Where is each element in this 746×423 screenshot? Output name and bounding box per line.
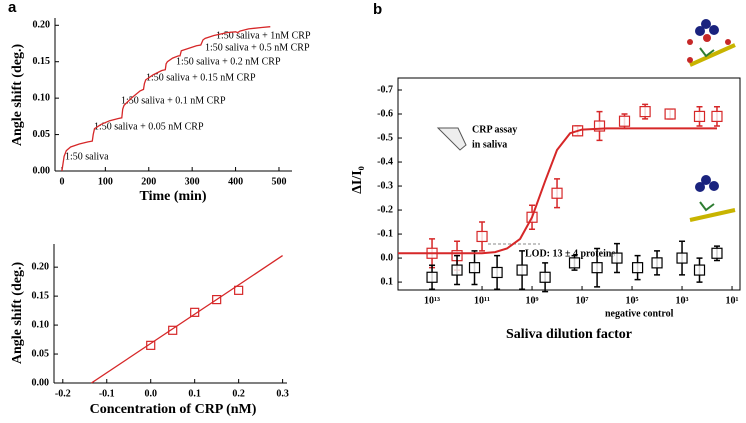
data-point xyxy=(693,110,706,123)
panel-label: a xyxy=(8,0,17,16)
data-point xyxy=(651,257,663,269)
y-tick-label: -0.7 xyxy=(377,84,393,95)
antibody-icon xyxy=(687,19,736,67)
data-point xyxy=(476,230,488,243)
annotation: LOD: 13 ± 4 proteins xyxy=(525,248,615,259)
y-tick-label: 0.15 xyxy=(32,290,50,301)
data-line xyxy=(398,127,717,255)
y-tick-label: 0.20 xyxy=(33,20,51,31)
y-tick-label: 0.10 xyxy=(33,92,51,103)
y-tick-label: 0.0 xyxy=(381,252,394,263)
data-point xyxy=(491,266,503,279)
y-tick-label: 0.00 xyxy=(32,377,50,388)
data-point xyxy=(190,307,200,317)
data-point xyxy=(451,264,463,276)
data-point xyxy=(516,264,528,276)
x-tick-label: 10¹³ xyxy=(424,295,440,306)
data-point xyxy=(539,271,551,283)
x-tick-label: 100 xyxy=(98,176,113,187)
data-point xyxy=(611,252,623,264)
y-tick-label: -0.1 xyxy=(377,228,393,239)
x-tick-label: -0.2 xyxy=(55,388,71,399)
annotation: CRP assay xyxy=(472,124,517,135)
x-tick-label: 400 xyxy=(228,176,243,187)
annotation: 1:50 saliva + 1nM CRP xyxy=(216,30,311,41)
x-tick-label: 10⁹ xyxy=(526,295,539,306)
x-tick-label: 0.0 xyxy=(144,388,157,399)
x-axis-title: Saliva dilution factor xyxy=(506,327,632,342)
data-point xyxy=(711,110,723,123)
y-tick-label: 0.20 xyxy=(32,261,50,272)
x-tick-label: 10¹¹ xyxy=(474,295,490,306)
x-tick-label: 500 xyxy=(271,176,286,187)
tube-icon xyxy=(436,127,467,151)
x-tick-label: 0.2 xyxy=(232,388,245,399)
y-tick-label: -0.2 xyxy=(377,204,393,215)
data-point xyxy=(664,108,676,120)
annotation: negative control xyxy=(605,308,674,319)
annotation: 1:50 saliva + 0.05 nM CRP xyxy=(94,121,204,132)
y-axis-title: Angle shift (deg.) xyxy=(10,262,25,365)
x-axis-title: Concentration of CRP (nM) xyxy=(90,402,257,417)
x-axis-title: Time (min) xyxy=(139,189,206,204)
y-tick-label: -0.4 xyxy=(377,156,393,167)
x-tick-label: 0 xyxy=(59,176,64,187)
data-point xyxy=(234,285,244,295)
y-tick-label: 0.10 xyxy=(32,319,50,330)
y-tick-label: -0.3 xyxy=(377,180,393,191)
data-point xyxy=(146,340,156,350)
data-point xyxy=(711,247,723,259)
annotation: 1:50 saliva + 0.15 nM CRP xyxy=(146,72,256,83)
x-tick-label: 10¹ xyxy=(726,295,739,306)
data-point xyxy=(591,262,603,274)
annotation: in saliva xyxy=(472,139,507,150)
data-point xyxy=(468,262,481,274)
x-tick-label: -0.1 xyxy=(99,388,115,399)
y-tick-label: -0.6 xyxy=(377,108,393,119)
data-point xyxy=(639,106,651,118)
x-tick-label: 0.1 xyxy=(188,388,201,399)
annotation: 1:50 saliva + 0.2 nM CRP xyxy=(176,56,281,67)
plot-frame xyxy=(397,77,741,291)
data-point xyxy=(618,115,631,127)
data-point xyxy=(693,264,706,276)
y-axis-title: ΔI/I₀ xyxy=(350,166,365,194)
data-point xyxy=(551,187,563,199)
y-axis-title: Angle shift (deg.) xyxy=(10,44,25,147)
y-tick-label: 0.1 xyxy=(381,276,394,287)
x-tick-label: 300 xyxy=(185,176,200,187)
y-tick-label: -0.5 xyxy=(377,132,393,143)
annotation: 1:50 saliva xyxy=(65,151,109,162)
y-tick-label: 0.00 xyxy=(33,165,51,176)
x-tick-label: 10⁷ xyxy=(576,295,589,306)
x-tick-label: 200 xyxy=(141,176,156,187)
annotation: 1:50 saliva + 0.1 nM CRP xyxy=(121,95,226,106)
y-tick-label: 0.05 xyxy=(33,129,51,140)
data-point xyxy=(568,257,581,269)
data-point xyxy=(593,120,606,132)
data-point xyxy=(168,325,178,335)
x-tick-label: 0.3 xyxy=(276,388,289,399)
panel-label: b xyxy=(373,1,382,18)
y-tick-label: 0.05 xyxy=(32,348,50,359)
data-point xyxy=(426,271,438,283)
x-tick-label: 10³ xyxy=(676,295,689,306)
data-line xyxy=(91,255,283,384)
data-point xyxy=(631,262,644,274)
control-icon xyxy=(689,175,736,222)
data-line xyxy=(61,26,271,172)
annotation: 1:50 saliva + 0.5 nM CRP xyxy=(205,42,310,53)
y-tick-label: 0.15 xyxy=(33,56,51,67)
x-tick-label: 10⁵ xyxy=(626,295,639,306)
data-point xyxy=(676,252,688,264)
